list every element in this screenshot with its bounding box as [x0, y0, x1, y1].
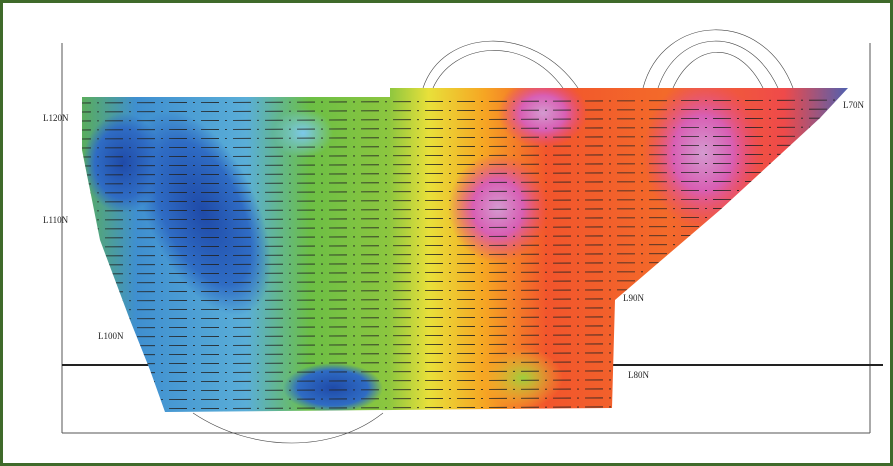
survey-line: [82, 108, 848, 113]
survey-line: [82, 99, 848, 104]
survey-line: [82, 171, 848, 176]
survey-line: [82, 162, 848, 167]
survey-line: [82, 198, 848, 203]
survey-line: [82, 135, 848, 140]
survey-line: [82, 189, 848, 194]
line-label: L120N: [43, 113, 69, 123]
survey-line: [82, 144, 848, 149]
line-label: L90N: [623, 293, 644, 303]
survey-line: [82, 117, 848, 122]
anomaly-surface: [82, 88, 848, 412]
contours: [192, 29, 794, 444]
map: L120N L110N L100N L90N L80N L70N: [43, 29, 883, 444]
line-label: L100N: [98, 331, 124, 341]
survey-line: [82, 126, 848, 131]
survey-line: [82, 153, 848, 158]
line-label: L70N: [843, 100, 864, 110]
line-label: L80N: [628, 370, 649, 380]
line-label: L110N: [43, 215, 69, 225]
survey-line: [82, 180, 848, 185]
